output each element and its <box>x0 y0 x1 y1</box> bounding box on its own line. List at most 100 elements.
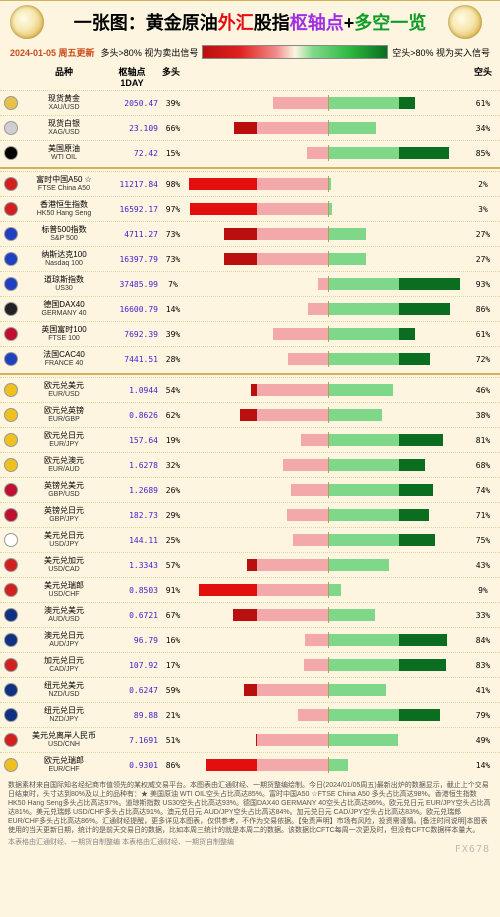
instrument-name: 欧元兑澳元EUR/AUD <box>22 457 106 473</box>
short-pct: 86% <box>470 305 496 314</box>
footnote: 数据素材来自国际知名经纪商市值领先的某权威交易平台。本图表由汇通财经、一期货整编… <box>0 777 500 861</box>
instrument-name: 欧元兑美元EUR/USD <box>22 382 106 398</box>
table-row: 富时中国A50 ☆FTSE China A5011217.8498%2% <box>0 171 500 196</box>
instrument-icon <box>4 433 18 447</box>
instrument-icon <box>4 708 18 722</box>
pivot-value: 37485.99 <box>106 280 160 289</box>
long-pct: 91% <box>160 586 186 595</box>
short-pct: 49% <box>470 736 496 745</box>
sentiment-bar <box>186 302 470 316</box>
long-pct: 98% <box>160 180 186 189</box>
sentiment-bar <box>186 96 470 110</box>
title-p1: 黄金原油 <box>146 13 218 33</box>
long-pct: 29% <box>160 511 186 520</box>
table-row: 标普500指数S&P 5004711.2773%27% <box>0 221 500 246</box>
instrument-icon <box>4 383 18 397</box>
pivot-value: 11217.84 <box>106 180 160 189</box>
table-row: 美元兑日元USD/JPY144.1125%75% <box>0 527 500 552</box>
instrument-icon <box>4 633 18 647</box>
long-pct: 14% <box>160 305 186 314</box>
instrument-name: 美元兑离岸人民币USD/CNH <box>22 732 106 748</box>
table-row: 澳元兑日元AUD/JPY96.7916%84% <box>0 627 500 652</box>
short-pct: 75% <box>470 536 496 545</box>
legend-right-text: 空头>80% 视为买入信号 <box>392 46 490 59</box>
short-pct: 68% <box>470 461 496 470</box>
short-pct: 43% <box>470 561 496 570</box>
long-pct: 26% <box>160 486 186 495</box>
short-pct: 27% <box>470 255 496 264</box>
long-pct: 86% <box>160 761 186 770</box>
sentiment-bar <box>186 458 470 472</box>
pivot-value: 7441.51 <box>106 355 160 364</box>
sentiment-bar <box>186 583 470 597</box>
instrument-icon <box>4 277 18 291</box>
pivot-value: 0.8626 <box>106 411 160 420</box>
instrument-icon <box>4 508 18 522</box>
pivot-value: 1.2689 <box>106 486 160 495</box>
instrument-icon <box>4 683 18 697</box>
col-pivot: 枢轴点 1DAY <box>106 65 158 88</box>
instrument-name: 标普500指数S&P 500 <box>22 226 106 242</box>
sentiment-bar <box>186 708 470 722</box>
table-row: 纽元兑日元NZD/JPY89.8821%79% <box>0 702 500 727</box>
pivot-value: 16592.17 <box>106 205 160 214</box>
table-row: 法国CAC40FRANCE 407441.5128%72% <box>0 346 500 371</box>
pivot-value: 144.11 <box>106 536 160 545</box>
title-p6: 多空一览 <box>354 13 426 33</box>
pivot-value: 16397.79 <box>106 255 160 264</box>
chart-container: { "title": { "prefix": "一张图：", "p1": "黄金… <box>0 0 500 861</box>
sentiment-bar <box>186 483 470 497</box>
sentiment-bar <box>186 433 470 447</box>
sentiment-bar <box>186 758 470 772</box>
table-row: 道琼斯指数US3037485.997%93% <box>0 271 500 296</box>
instrument-name: 欧元兑日元EUR/JPY <box>22 432 106 448</box>
pivot-value: 23.109 <box>106 124 160 133</box>
instrument-icon <box>4 758 18 772</box>
instrument-name: 美元兑日元USD/JPY <box>22 532 106 548</box>
table-row: 英国富时100FTSE 1007692.3939%61% <box>0 321 500 346</box>
short-pct: 46% <box>470 386 496 395</box>
title-row: 一张图：黄金原油外汇股指枢轴点+多空一览 <box>0 1 500 43</box>
long-pct: 57% <box>160 561 186 570</box>
instrument-name: 美元兑瑞郎USD/CHF <box>22 582 106 598</box>
title-p2: 外汇 <box>218 13 254 33</box>
title-p5: + <box>344 13 355 33</box>
short-pct: 84% <box>470 636 496 645</box>
sentiment-bar <box>186 121 470 135</box>
pivot-value: 72.42 <box>106 149 160 158</box>
instrument-icon <box>4 227 18 241</box>
instrument-name: 香港恒生指数HK50 Hang Seng <box>22 201 106 217</box>
instrument-icon <box>4 177 18 191</box>
instrument-icon <box>4 583 18 597</box>
sentiment-bar <box>186 733 470 747</box>
sentiment-bar <box>186 277 470 291</box>
instrument-name: 美国原油WTI OIL <box>22 145 106 161</box>
long-pct: 62% <box>160 411 186 420</box>
instrument-icon <box>4 302 18 316</box>
instrument-icon <box>4 202 18 216</box>
instrument-name: 德国DAX40GERMANY 40 <box>22 301 106 317</box>
title-prefix: 一张图： <box>74 13 146 33</box>
instrument-name: 澳元兑美元AUD/USD <box>22 607 106 623</box>
pivot-value: 16600.79 <box>106 305 160 314</box>
sentiment-bar <box>186 202 470 216</box>
pivot-value: 0.6247 <box>106 686 160 695</box>
table-row: 英镑兑日元GBP/JPY182.7329%71% <box>0 502 500 527</box>
long-pct: 66% <box>160 124 186 133</box>
sentiment-bar <box>186 227 470 241</box>
instrument-name: 澳元兑日元AUD/JPY <box>22 632 106 648</box>
short-pct: 2% <box>470 180 496 189</box>
pivot-value: 96.79 <box>106 636 160 645</box>
pivot-value: 1.6278 <box>106 461 160 470</box>
ornament-left <box>10 5 44 39</box>
instrument-icon <box>4 121 18 135</box>
short-pct: 38% <box>470 411 496 420</box>
long-pct: 19% <box>160 436 186 445</box>
instrument-name: 英镑兑美元GBP/USD <box>22 482 106 498</box>
instrument-name: 道琼斯指数US30 <box>22 276 106 292</box>
sentiment-bar <box>186 558 470 572</box>
instrument-name: 美元兑加元USD/CAD <box>22 557 106 573</box>
long-pct: 73% <box>160 255 186 264</box>
sentiment-bar <box>186 327 470 341</box>
sentiment-bar <box>186 608 470 622</box>
